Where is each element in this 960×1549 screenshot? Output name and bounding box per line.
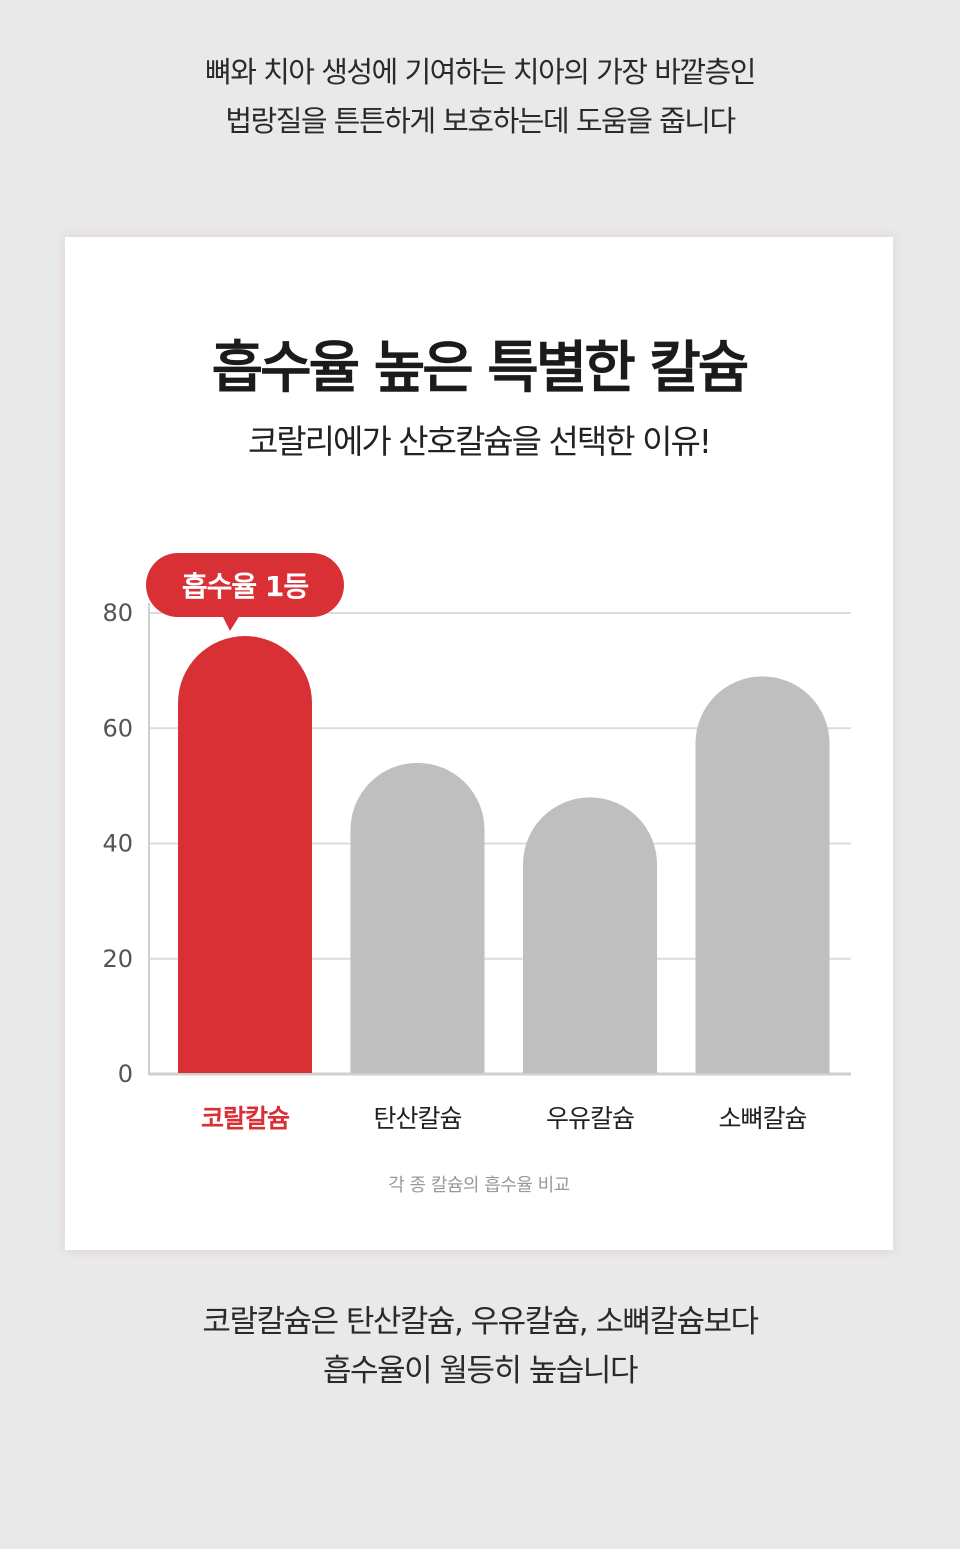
chart-card: 흡수율 높은 특별한 칼슘 코랄리에가 산호칼슘을 선택한 이유! 0 20 40 6… bbox=[65, 237, 893, 1250]
category-label: 코랄칼슘 bbox=[201, 1104, 290, 1133]
rank-badge: 흡수율 1등 bbox=[146, 553, 344, 631]
y-tick-label: 40 bbox=[102, 830, 133, 858]
bar-1 bbox=[178, 636, 312, 1073]
bar-3 bbox=[523, 797, 657, 1073]
y-tick-label: 60 bbox=[102, 714, 133, 742]
outro-line-1: 코랄칼슘은 탄산칼슘, 우유칼슘, 소뼈칼슘보다 bbox=[202, 1304, 759, 1340]
intro-line-1: 뼈와 치아 생성에 기여하는 치아의 가장 바깥층인 bbox=[205, 55, 756, 89]
chart-caption: 각 종 칼슘의 흡수율 비교 bbox=[388, 1175, 570, 1196]
intro-text: 뼈와 치아 생성에 기여하는 치아의 가장 바깥층인 법랑질을 튼튼하게 보호하… bbox=[0, 48, 960, 146]
y-tick-label: 80 bbox=[102, 599, 133, 627]
card-title: 흡수율 높은 특별한 칼슘 bbox=[211, 336, 750, 401]
outro-line-2: 흡수율이 월등히 높습니다 bbox=[323, 1353, 638, 1389]
bar-chart: 0 20 40 60 80 코랄칼슘 탄산칼슘 우유칼슘 소뼈칼슘 흡수율 1등 bbox=[102, 553, 851, 1133]
card-subtitle: 코랄리에가 산호칼슘을 선택한 이유! bbox=[247, 422, 712, 461]
bar-4 bbox=[695, 676, 830, 1073]
category-label: 우유칼슘 bbox=[546, 1104, 634, 1133]
outro-text: 코랄칼슘은 탄산칼슘, 우유칼슘, 소뼈칼슘보다 흡수율이 월등히 높습니다 bbox=[0, 1298, 960, 1396]
badge-bubble bbox=[146, 553, 344, 617]
category-label: 소뼈칼슘 bbox=[718, 1104, 806, 1133]
y-tick-label: 20 bbox=[102, 945, 133, 973]
y-tick-label: 0 bbox=[118, 1060, 133, 1088]
category-label: 탄산칼슘 bbox=[373, 1104, 461, 1133]
badge-pointer bbox=[222, 615, 240, 631]
bar-2 bbox=[350, 762, 485, 1073]
badge-label: 흡수율 1등 bbox=[182, 570, 309, 603]
intro-line-2: 법랑질을 튼튼하게 보호하는데 도움을 줍니다 bbox=[225, 104, 736, 138]
